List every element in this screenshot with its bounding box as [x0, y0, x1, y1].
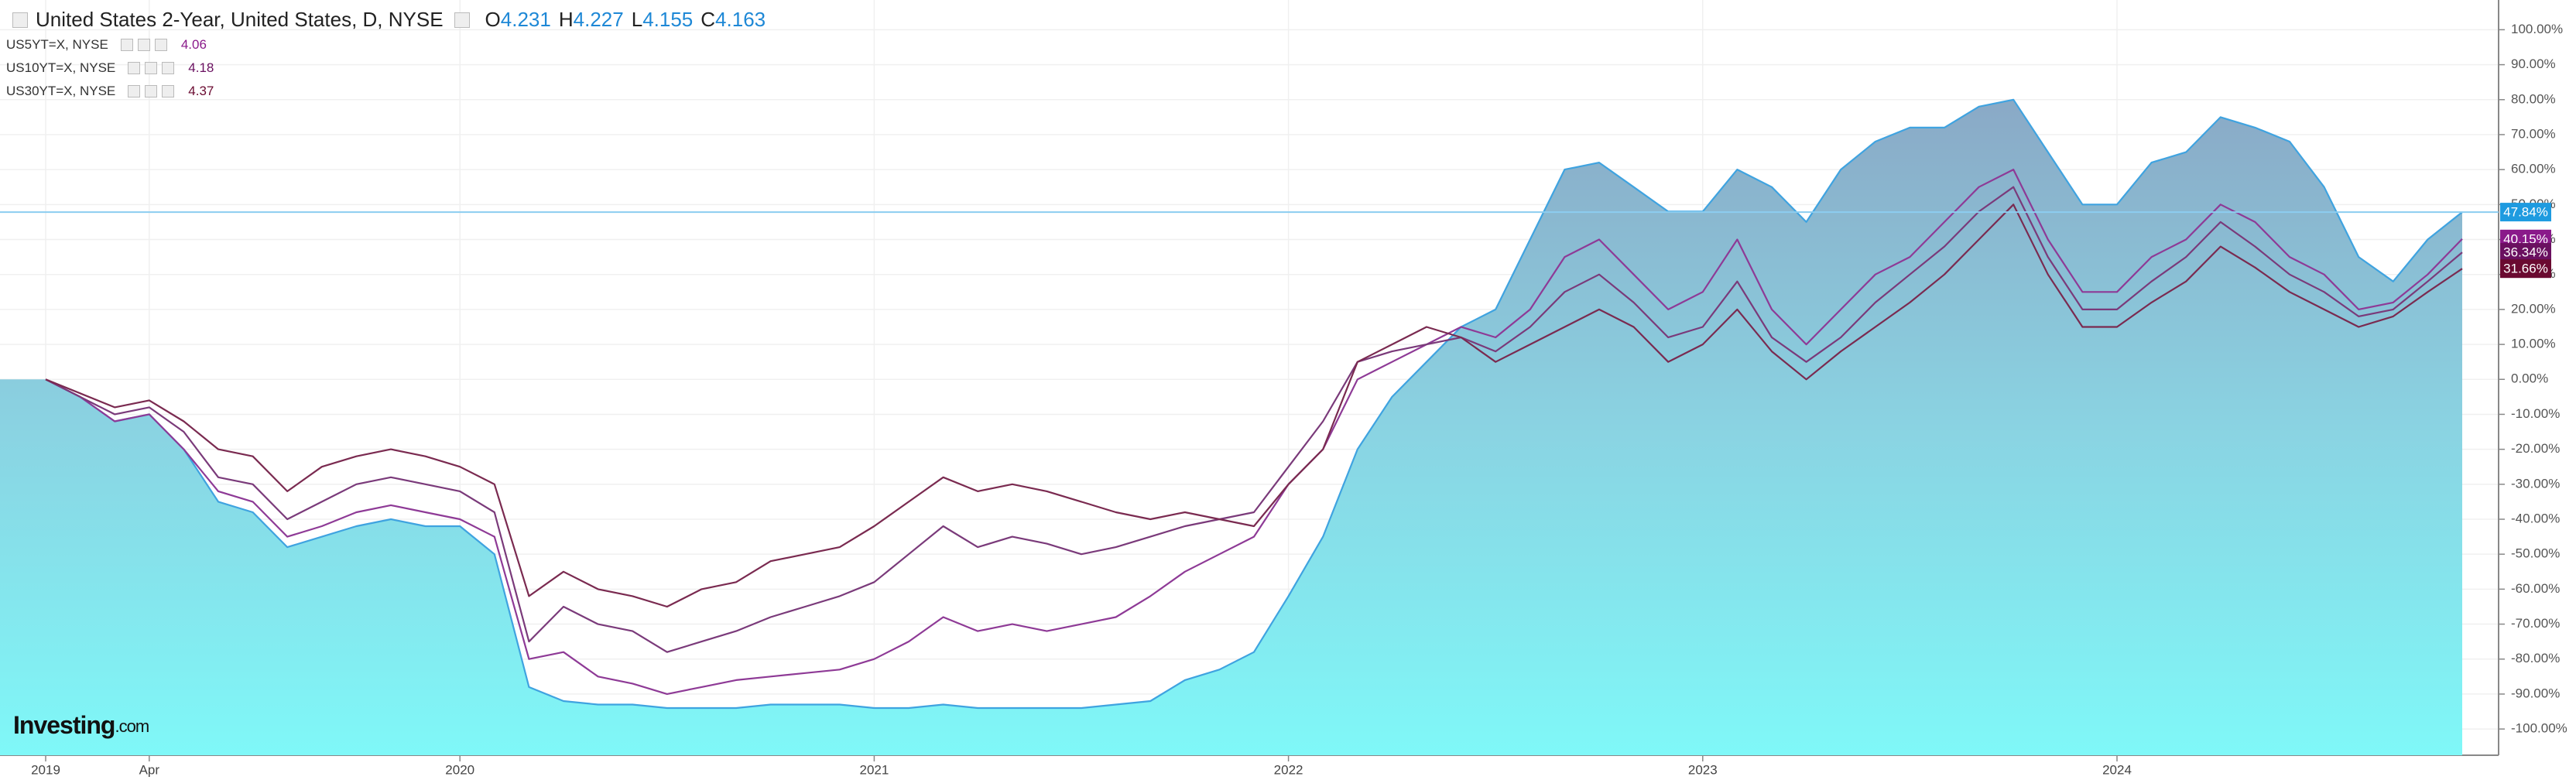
- y-tick-label: -90.00%: [2511, 686, 2560, 700]
- x-tick-label: 2024: [2102, 762, 2132, 777]
- legend-icons: [125, 62, 175, 74]
- x-tick-label: 2023: [1688, 762, 1718, 777]
- legend-icon[interactable]: [145, 85, 158, 98]
- price-label: 31.66%: [2503, 262, 2548, 276]
- legend-quote: 4.37: [188, 84, 214, 98]
- legend-icon[interactable]: [162, 85, 175, 98]
- y-tick-label: -40.00%: [2511, 511, 2560, 525]
- y-tick-label: 20.00%: [2511, 301, 2556, 316]
- legend-quote: 4.18: [188, 60, 214, 75]
- series-line: [45, 169, 2463, 695]
- chart-title: United States 2-Year, United States, D, …: [36, 8, 444, 31]
- series-line: [45, 98, 2463, 710]
- header: United States 2-Year, United States, D, …: [9, 8, 766, 32]
- y-tick-label: -30.00%: [2511, 476, 2560, 491]
- y-tick-label: -20.00%: [2511, 441, 2560, 456]
- legend-item: US30YT=X, NYSE 4.37: [6, 84, 214, 99]
- area: [0, 99, 2462, 756]
- legend-icon[interactable]: [162, 62, 175, 74]
- ohlc-value: 4.163: [715, 8, 766, 31]
- legend-icon[interactable]: [128, 62, 141, 74]
- legend-icon[interactable]: [137, 39, 150, 51]
- legend-name: US10YT=X, NYSE: [6, 60, 116, 75]
- x-tick-label: 2022: [1274, 762, 1303, 777]
- price-label: 47.84%: [2503, 205, 2548, 220]
- y-tick-label: -70.00%: [2511, 616, 2560, 631]
- ohlc-value: 4.155: [642, 8, 694, 31]
- x-tick-label: 2021: [859, 762, 889, 777]
- y-tick-label: -50.00%: [2511, 546, 2560, 561]
- logo: Investing.com: [13, 711, 149, 739]
- ohlc-key: H: [558, 8, 574, 31]
- legend-name: US5YT=X, NYSE: [6, 37, 108, 52]
- x-tick-label: Apr: [139, 762, 160, 777]
- ohlc-key: O: [485, 8, 501, 31]
- y-tick-label: 0.00%: [2511, 371, 2548, 386]
- legend-item: US10YT=X, NYSE 4.18: [6, 60, 214, 76]
- y-tick-label: 70.00%: [2511, 126, 2556, 141]
- legend-icon[interactable]: [154, 39, 167, 51]
- series-line: [45, 204, 2463, 608]
- legend-icons: [118, 39, 167, 51]
- ohlc-value: 4.231: [500, 8, 551, 31]
- legend-icon[interactable]: [145, 62, 158, 74]
- y-tick-label: 90.00%: [2511, 56, 2556, 71]
- y-tick-label: -10.00%: [2511, 406, 2560, 421]
- y-tick-label: 80.00%: [2511, 91, 2556, 106]
- legend-icon[interactable]: [120, 39, 133, 51]
- collapse-icon[interactable]: [12, 12, 28, 28]
- legend-icon[interactable]: [128, 85, 141, 98]
- legend-item: US5YT=X, NYSE 4.06: [6, 37, 207, 53]
- settings-icon[interactable]: [454, 12, 470, 28]
- price-label-bg: [2500, 243, 2551, 262]
- price-label: 40.15%: [2503, 231, 2548, 246]
- logo-suffix: .com: [115, 717, 149, 736]
- x-tick-label: 2020: [445, 762, 474, 777]
- logo-brand: Investing: [13, 711, 115, 739]
- y-tick-label: 10.00%: [2511, 337, 2556, 351]
- legend-quote: 4.06: [180, 37, 207, 52]
- ohlc-key: C: [701, 8, 716, 31]
- legend-icons: [125, 85, 175, 98]
- price-label-bg: [2500, 259, 2551, 279]
- y-tick-label: -100.00%: [2511, 721, 2567, 736]
- y-tick-label: 60.00%: [2511, 162, 2556, 176]
- y-tick-label: -60.00%: [2511, 581, 2560, 596]
- ohlc-value: 4.227: [573, 8, 624, 31]
- ohlc-key: L: [631, 8, 643, 31]
- price-label-bg: [2500, 203, 2551, 222]
- x-tick-label: 2019: [31, 762, 60, 777]
- legend-name: US30YT=X, NYSE: [6, 84, 116, 98]
- series-line: [45, 186, 2463, 653]
- y-tick-label: 100.00%: [2511, 22, 2563, 36]
- y-tick-label: -80.00%: [2511, 651, 2560, 665]
- ohlc: O4.231 H4.227 L4.155 C4.163: [478, 8, 766, 32]
- price-label: 36.34%: [2503, 245, 2548, 260]
